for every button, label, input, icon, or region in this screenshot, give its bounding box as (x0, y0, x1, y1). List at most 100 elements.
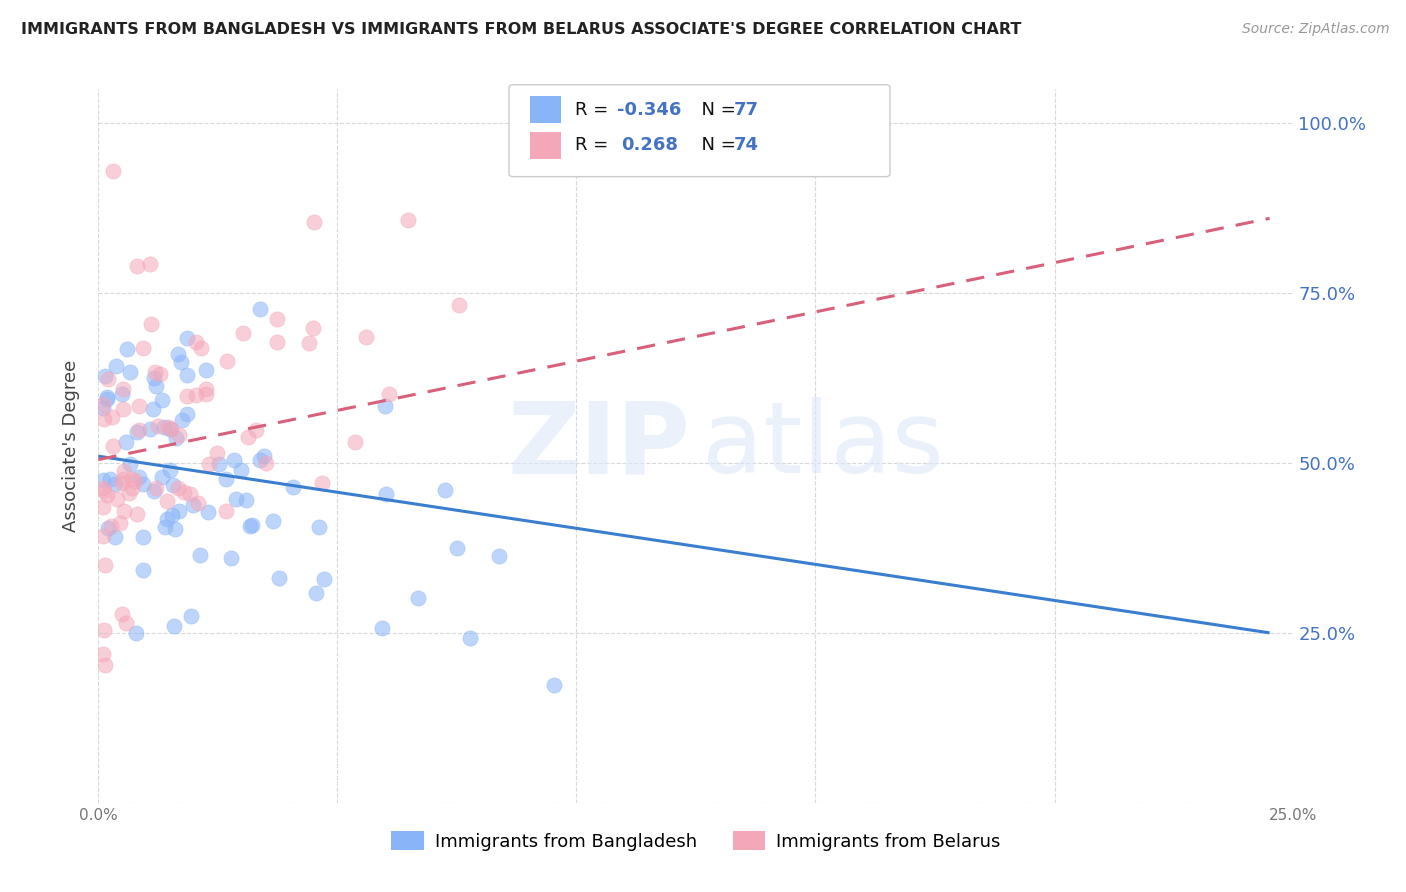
Point (167, 481, 190, 495)
Point (446, 541, 468, 555)
Point (396, 212, 419, 227)
Point (176, 407, 198, 421)
Point (111, 382, 134, 396)
Point (229, 463, 252, 477)
Point (239, 518, 262, 533)
Point (159, 463, 181, 477)
Point (356, 330, 378, 344)
Text: 77: 77 (734, 101, 759, 119)
Point (253, 449, 276, 463)
Point (94, 558, 117, 572)
Point (187, 496, 209, 510)
Point (118, 365, 141, 379)
Point (374, 487, 396, 501)
Point (194, 382, 217, 396)
Point (114, 435, 136, 450)
Text: R =: R = (575, 101, 614, 119)
Point (112, 464, 135, 478)
Point (131, 531, 153, 545)
Point (197, 505, 219, 519)
Point (96, 392, 118, 406)
Point (124, 474, 146, 488)
Point (145, 379, 167, 393)
Point (235, 493, 257, 508)
Point (100, 518, 122, 533)
Point (128, 423, 150, 437)
Point (125, 425, 148, 439)
Point (165, 431, 187, 445)
Legend: Immigrants from Bangladesh, Immigrants from Belarus: Immigrants from Bangladesh, Immigrants f… (384, 824, 1008, 858)
Point (121, 472, 143, 486)
Point (232, 326, 254, 340)
Point (91, 474, 114, 488)
Point (236, 430, 259, 444)
Point (157, 420, 180, 434)
Point (112, 503, 135, 517)
Point (91, 482, 114, 496)
Point (167, 347, 190, 361)
Point (111, 607, 134, 621)
Point (224, 453, 246, 467)
Point (101, 439, 124, 453)
Text: R =: R = (575, 136, 620, 154)
Point (162, 477, 184, 491)
Text: 0.268: 0.268 (621, 136, 679, 154)
Y-axis label: Associate's Degree: Associate's Degree (62, 359, 80, 533)
Point (374, 399, 396, 413)
Point (458, 632, 481, 646)
Point (111, 472, 134, 486)
Point (249, 453, 271, 467)
Point (120, 457, 142, 471)
Point (131, 563, 153, 577)
Point (105, 491, 128, 506)
Point (190, 341, 212, 355)
Text: Source: ZipAtlas.com: Source: ZipAtlas.com (1241, 22, 1389, 37)
Point (156, 512, 179, 526)
Point (91, 529, 114, 543)
Text: 74: 74 (734, 136, 759, 154)
Point (159, 422, 181, 436)
Point (194, 387, 217, 401)
Point (312, 572, 335, 586)
Point (176, 388, 198, 402)
Point (128, 400, 150, 414)
Point (170, 354, 193, 368)
Text: atlas: atlas (702, 398, 943, 494)
Point (186, 334, 208, 349)
Point (153, 419, 176, 434)
Point (266, 312, 288, 326)
Point (311, 476, 333, 491)
Point (143, 371, 166, 385)
Point (105, 359, 128, 373)
Point (118, 486, 141, 500)
Point (139, 317, 162, 331)
Point (132, 477, 155, 491)
Point (170, 413, 193, 427)
Point (205, 446, 228, 460)
Point (408, 591, 430, 606)
Point (139, 422, 162, 436)
Point (93, 624, 115, 638)
Text: IMMIGRANTS FROM BANGLADESH VS IMMIGRANTS FROM BELARUS ASSOCIATE'S DEGREE CORRELA: IMMIGRANTS FROM BANGLADESH VS IMMIGRANTS… (21, 22, 1022, 37)
Point (302, 215, 325, 229)
Point (302, 321, 325, 335)
Point (215, 354, 238, 368)
Point (194, 363, 217, 377)
Point (146, 419, 169, 434)
Point (128, 469, 150, 483)
Point (262, 515, 284, 529)
Point (266, 334, 288, 349)
Point (97, 521, 120, 535)
Point (249, 301, 271, 316)
Point (176, 368, 198, 383)
Point (173, 485, 195, 500)
Text: ZIP: ZIP (508, 398, 690, 494)
Point (96, 391, 118, 405)
Point (142, 484, 165, 499)
Point (96, 488, 118, 502)
Point (111, 475, 134, 490)
Point (142, 401, 165, 416)
Point (197, 457, 219, 471)
Point (91, 647, 114, 661)
Point (167, 503, 190, 517)
